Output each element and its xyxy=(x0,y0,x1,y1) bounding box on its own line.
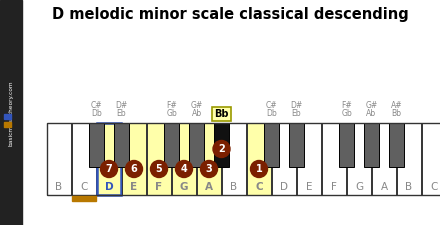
Bar xyxy=(89,123,104,167)
Circle shape xyxy=(125,160,143,178)
Bar xyxy=(389,123,404,167)
Text: F#: F# xyxy=(341,101,352,110)
Bar xyxy=(47,123,71,195)
Text: Eb: Eb xyxy=(292,110,301,119)
Text: E: E xyxy=(306,182,312,192)
Text: B: B xyxy=(231,182,238,192)
Circle shape xyxy=(176,160,193,178)
Text: D#: D# xyxy=(290,101,303,110)
Bar xyxy=(97,123,121,195)
Circle shape xyxy=(100,160,117,178)
Circle shape xyxy=(150,160,168,178)
Text: G#: G# xyxy=(191,101,203,110)
Bar xyxy=(422,123,440,195)
Bar xyxy=(289,123,304,167)
Bar xyxy=(4,122,11,127)
Text: G#: G# xyxy=(365,101,378,110)
Bar xyxy=(72,123,96,195)
Text: G: G xyxy=(355,182,363,192)
Text: Bb: Bb xyxy=(214,109,229,119)
Text: D#: D# xyxy=(115,101,128,110)
Text: C: C xyxy=(255,182,263,192)
Bar xyxy=(339,123,354,167)
Bar xyxy=(397,123,421,195)
Text: Gb: Gb xyxy=(341,110,352,119)
Bar xyxy=(247,123,271,195)
Bar xyxy=(122,123,146,195)
Bar xyxy=(114,123,129,167)
Text: Gb: Gb xyxy=(166,110,177,119)
Text: A: A xyxy=(381,182,388,192)
Bar xyxy=(347,123,371,195)
Text: 2: 2 xyxy=(218,144,225,154)
Bar xyxy=(264,123,279,167)
Bar xyxy=(4,114,11,119)
Circle shape xyxy=(213,140,230,158)
Circle shape xyxy=(201,160,217,178)
Bar xyxy=(372,123,396,195)
Bar xyxy=(0,0,22,225)
Text: D: D xyxy=(280,182,288,192)
Text: Ab: Ab xyxy=(191,110,202,119)
Circle shape xyxy=(250,160,268,178)
Text: F: F xyxy=(155,182,162,192)
Bar xyxy=(272,123,296,195)
Bar xyxy=(297,123,321,195)
Text: F: F xyxy=(331,182,337,192)
Text: Db: Db xyxy=(266,110,277,119)
Bar xyxy=(197,123,221,195)
Text: Ab: Ab xyxy=(367,110,377,119)
Bar xyxy=(72,196,96,201)
Text: C#: C# xyxy=(266,101,277,110)
Text: B: B xyxy=(55,182,62,192)
Text: Db: Db xyxy=(91,110,102,119)
Bar xyxy=(47,123,440,195)
Text: G: G xyxy=(180,182,188,192)
Text: 4: 4 xyxy=(181,164,187,174)
Text: Eb: Eb xyxy=(117,110,126,119)
Text: 6: 6 xyxy=(131,164,137,174)
Text: 3: 3 xyxy=(205,164,213,174)
Bar xyxy=(322,123,346,195)
Text: F#: F# xyxy=(166,101,177,110)
Bar xyxy=(189,123,204,167)
Text: 7: 7 xyxy=(106,164,112,174)
Text: D melodic minor scale classical descending: D melodic minor scale classical descendi… xyxy=(51,7,408,22)
Text: Bb: Bb xyxy=(392,110,401,119)
Bar xyxy=(147,123,171,195)
Text: C#: C# xyxy=(91,101,103,110)
Text: A: A xyxy=(205,182,213,192)
Bar xyxy=(214,123,229,167)
Text: C: C xyxy=(81,182,88,192)
Text: C: C xyxy=(430,182,438,192)
Bar xyxy=(164,123,179,167)
Text: B: B xyxy=(405,182,413,192)
Bar xyxy=(364,123,379,167)
Text: 1: 1 xyxy=(256,164,262,174)
Text: A#: A# xyxy=(391,101,402,110)
Bar xyxy=(172,123,196,195)
Bar xyxy=(222,123,246,195)
Text: basicmusictheory.com: basicmusictheory.com xyxy=(8,80,14,146)
Text: D: D xyxy=(105,182,114,192)
Text: 5: 5 xyxy=(156,164,162,174)
Text: E: E xyxy=(130,182,138,192)
